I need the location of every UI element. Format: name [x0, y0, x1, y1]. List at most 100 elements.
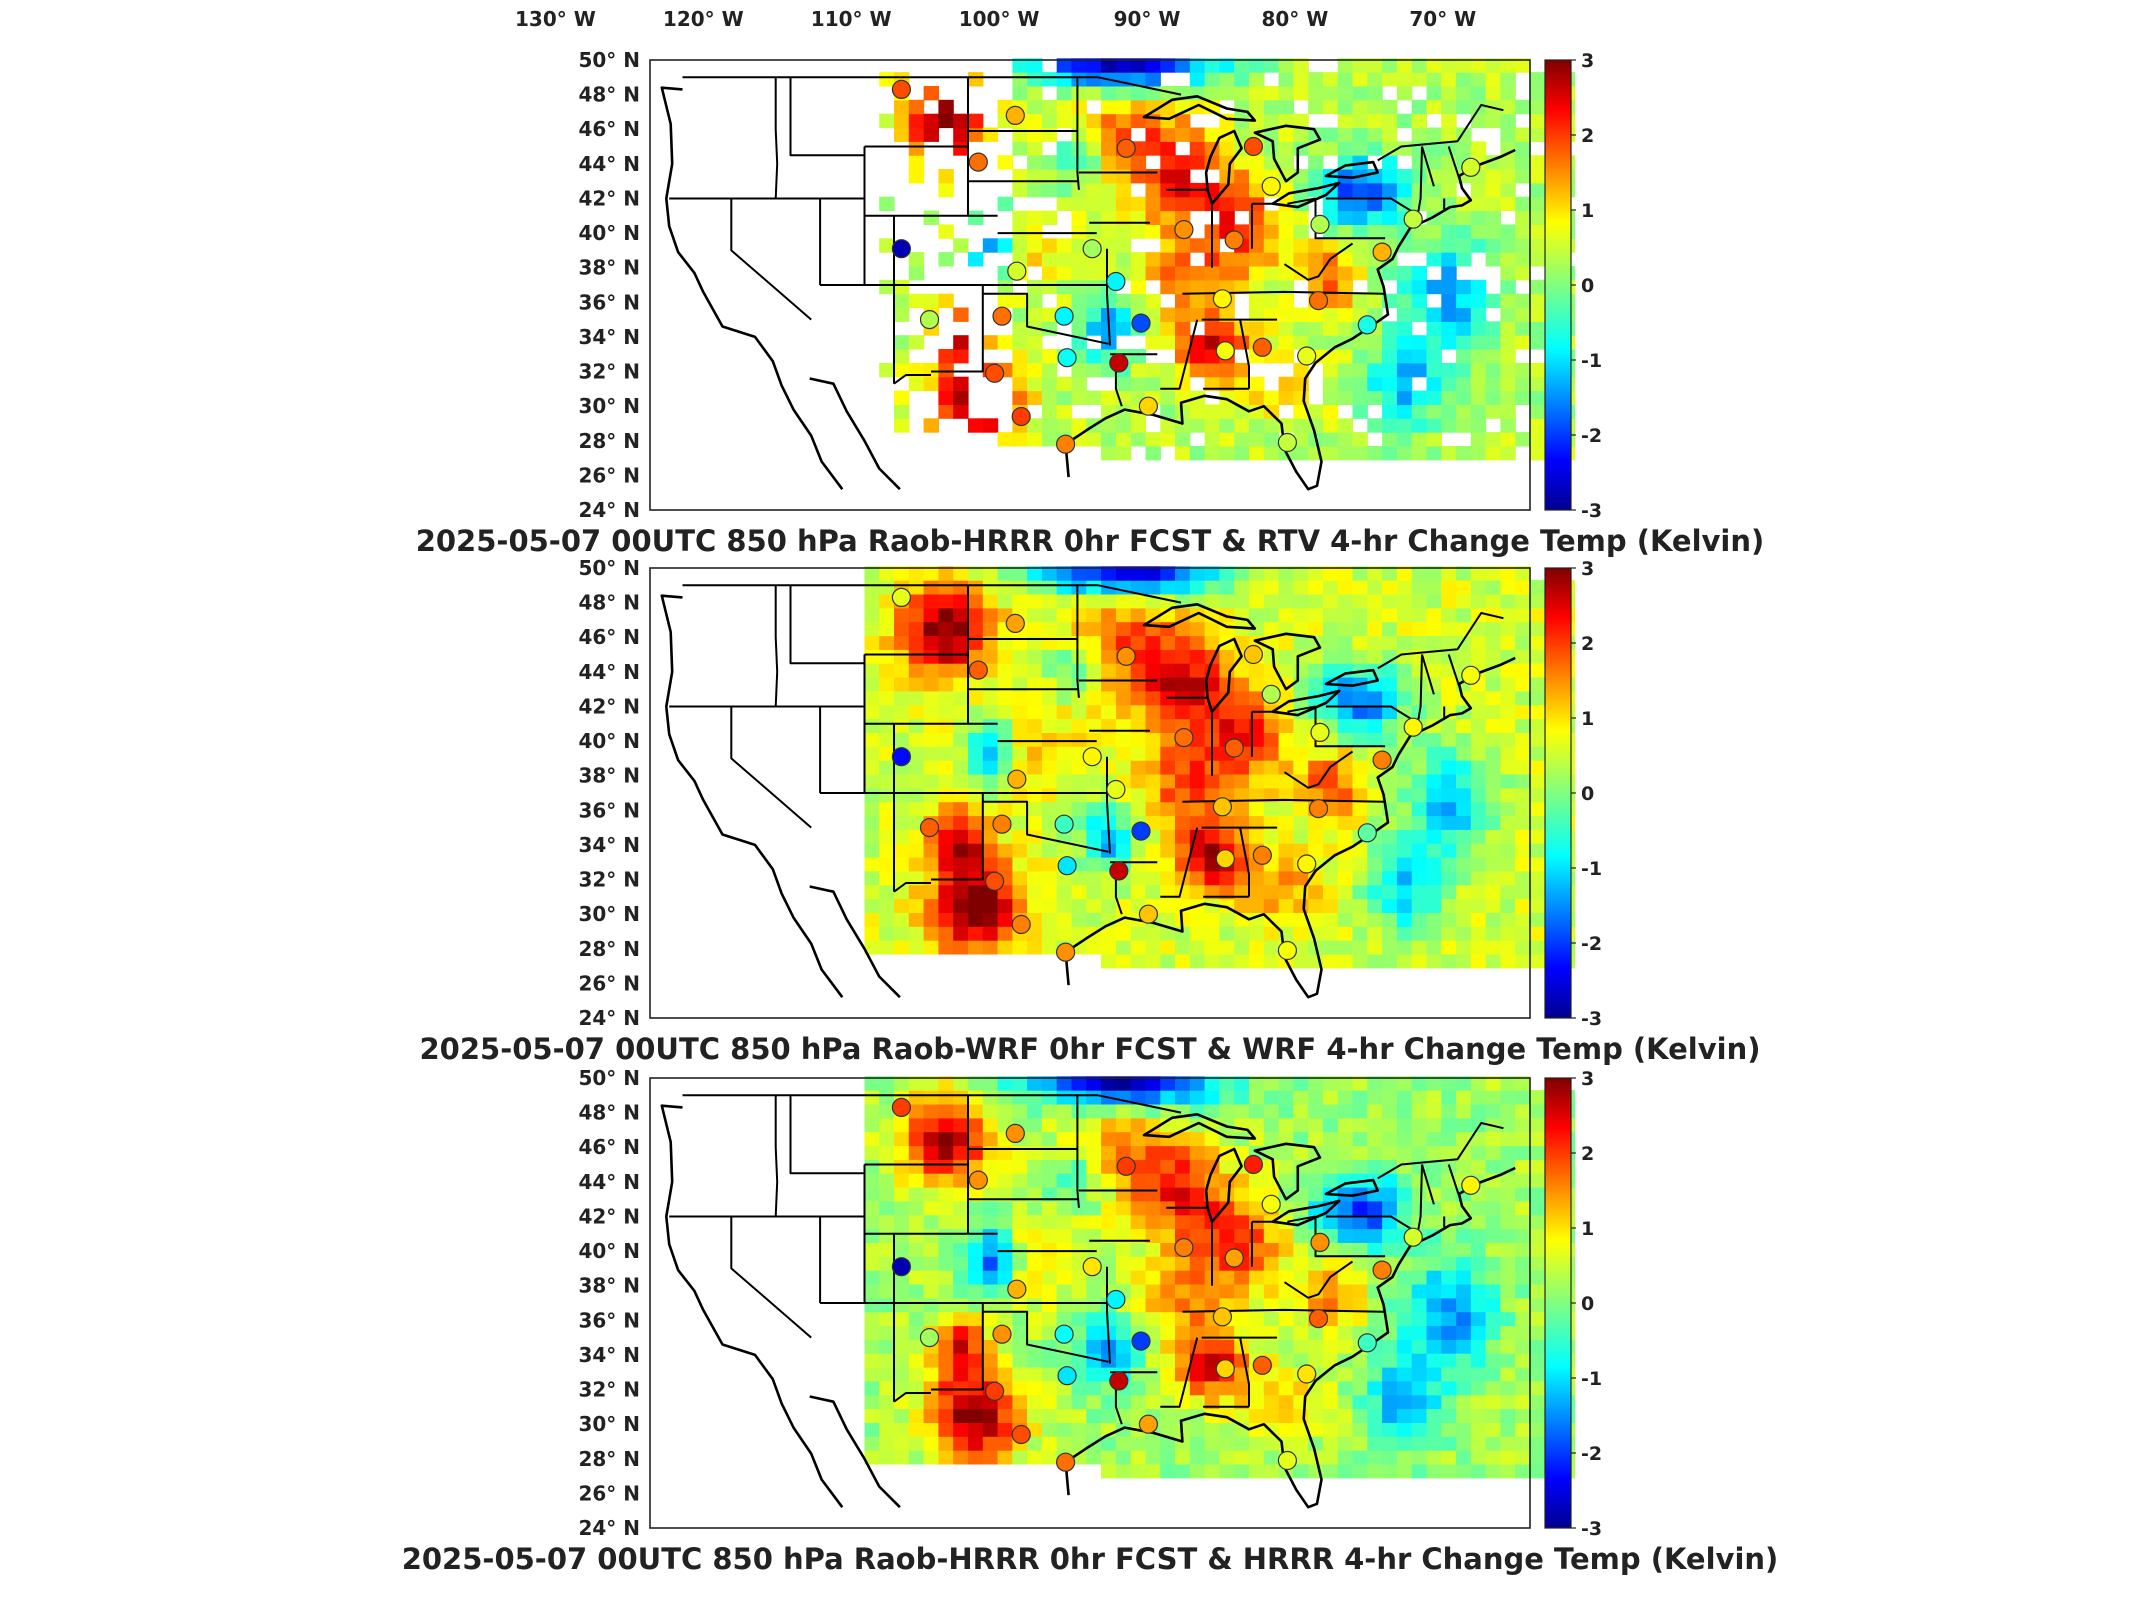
field-cell [1101, 127, 1117, 142]
field-cell [1367, 649, 1383, 664]
field-cell [1219, 1187, 1235, 1202]
field-cell [953, 390, 969, 405]
field-cell [1293, 1408, 1309, 1423]
field-cell [1086, 1159, 1102, 1174]
field-cell [1337, 99, 1354, 115]
field-cell [1204, 376, 1220, 392]
field-cell [923, 1311, 939, 1327]
field-cell [1441, 787, 1457, 803]
field-cell [1530, 1242, 1546, 1257]
field-cell [1027, 704, 1043, 720]
field-cell [1456, 580, 1472, 595]
field-cell [1382, 418, 1398, 433]
field-cell [1027, 621, 1043, 637]
field-cell [894, 1367, 910, 1382]
field-cell [864, 690, 880, 706]
field-cell [1204, 1450, 1220, 1465]
field-cell [938, 1159, 954, 1174]
field-cell [953, 621, 969, 637]
field-cell [982, 843, 999, 858]
field-cell [1219, 1339, 1235, 1354]
field-cell [1367, 418, 1383, 433]
field-cell [938, 113, 954, 129]
field-cell [1086, 843, 1102, 858]
field-cell [1189, 1256, 1206, 1271]
field-cell [1396, 1270, 1413, 1285]
field-cell [1411, 677, 1428, 692]
field-cell [1130, 774, 1147, 789]
field-cell [1293, 843, 1309, 858]
field-cell [1263, 1284, 1280, 1299]
field-cell [1367, 926, 1383, 941]
field-cell [1470, 566, 1487, 581]
great-lake [1324, 160, 1379, 179]
field-cell [1219, 155, 1235, 170]
field-cell [1411, 432, 1428, 447]
field-cell [982, 760, 999, 775]
field-cell [1086, 58, 1102, 73]
field-cell [1041, 898, 1058, 913]
field-cell [1441, 760, 1457, 775]
field-cell [1441, 857, 1457, 872]
field-cell [864, 580, 880, 595]
lon-label: 80° W [1261, 7, 1328, 31]
field-cell [1189, 635, 1206, 650]
field-cell [1352, 1270, 1368, 1285]
field-cell [1337, 594, 1354, 609]
field-cell [1012, 815, 1028, 830]
field-cell [1086, 1228, 1102, 1243]
field-cell [938, 746, 954, 761]
field-cell [1352, 1214, 1368, 1230]
state-border [1076, 1095, 1080, 1208]
field-cell [1071, 732, 1087, 747]
field-cell [894, 335, 910, 350]
field-cell [1382, 732, 1398, 747]
field-cell [1426, 432, 1442, 447]
raob-station-marker [1106, 1289, 1126, 1310]
field-cell [1056, 418, 1073, 433]
field-cell [1515, 1187, 1531, 1202]
field-cell [1441, 1339, 1457, 1354]
field-cell [1160, 390, 1176, 405]
raob-station-marker [1277, 432, 1298, 453]
field-cell [879, 1339, 895, 1354]
field-cell [997, 566, 1013, 581]
field-cell [1515, 335, 1531, 350]
field-cell [1456, 418, 1472, 433]
field-cell [1515, 1284, 1531, 1299]
raob-stations [891, 79, 1481, 454]
field-cell [1115, 1187, 1132, 1202]
field-cell [879, 1131, 895, 1147]
field-cell [1411, 829, 1428, 844]
field-cell [1219, 566, 1235, 581]
field-cell [1322, 926, 1339, 941]
field-cell [1175, 1284, 1191, 1299]
field-cell [1189, 1450, 1206, 1465]
state-border [1239, 1337, 1250, 1407]
field-cell [1160, 566, 1176, 581]
field-cell [1160, 1339, 1176, 1354]
field-cell [1470, 1464, 1487, 1479]
field-cell [1396, 1242, 1413, 1257]
field-cell [1382, 1394, 1398, 1410]
field-cell [1160, 1242, 1176, 1257]
field-cell [1027, 926, 1043, 941]
field-cell [923, 1394, 939, 1410]
field-cell [1308, 787, 1324, 803]
field-cell [1470, 113, 1487, 129]
field-cell [997, 704, 1013, 720]
field-cell [864, 926, 880, 941]
field-cell [1396, 566, 1413, 581]
field-cell [982, 926, 999, 941]
field-cell [923, 1380, 939, 1396]
field-cell [953, 1228, 969, 1243]
field-cell [1352, 1367, 1368, 1382]
field-cell [1086, 690, 1102, 706]
field-cell [1441, 843, 1457, 858]
field-cell [1130, 594, 1147, 609]
field-cell [997, 1242, 1013, 1257]
field-cell [938, 1256, 954, 1271]
field-cell [1337, 1284, 1354, 1299]
field-cell [1130, 1214, 1147, 1230]
field-cell [1086, 1173, 1102, 1188]
